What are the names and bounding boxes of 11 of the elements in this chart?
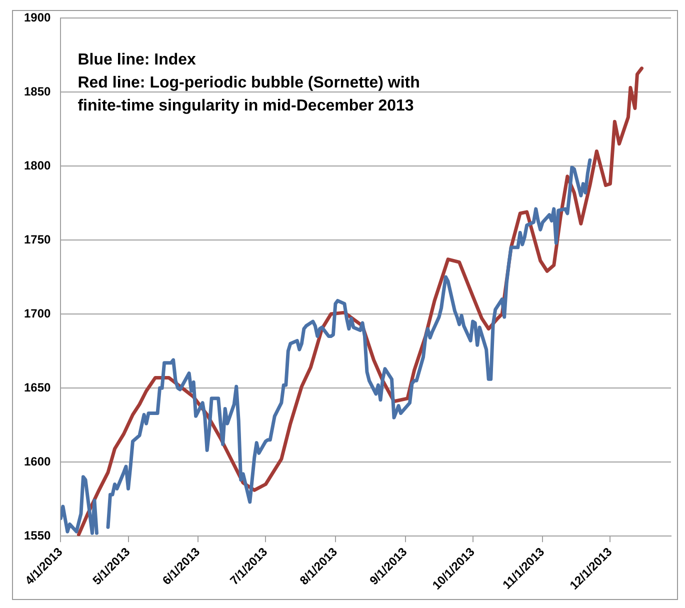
y-tick-label: 1800 xyxy=(24,158,52,172)
y-tick-label: 1600 xyxy=(24,454,52,468)
y-tick-label: 1550 xyxy=(24,528,52,542)
annotation: Red line: Log-periodic bubble (Sornette) with xyxy=(78,74,420,92)
y-tick-label: 1900 xyxy=(24,10,52,24)
y-tick-label: 1750 xyxy=(24,232,52,246)
y-tick-label: 1850 xyxy=(24,84,52,98)
annotation: finite-time singularity in mid-December 2013 xyxy=(78,97,414,114)
y-tick-label: 1650 xyxy=(24,380,52,394)
annotation: Blue line: Index xyxy=(78,51,196,68)
y-tick-label: 1700 xyxy=(24,306,52,320)
